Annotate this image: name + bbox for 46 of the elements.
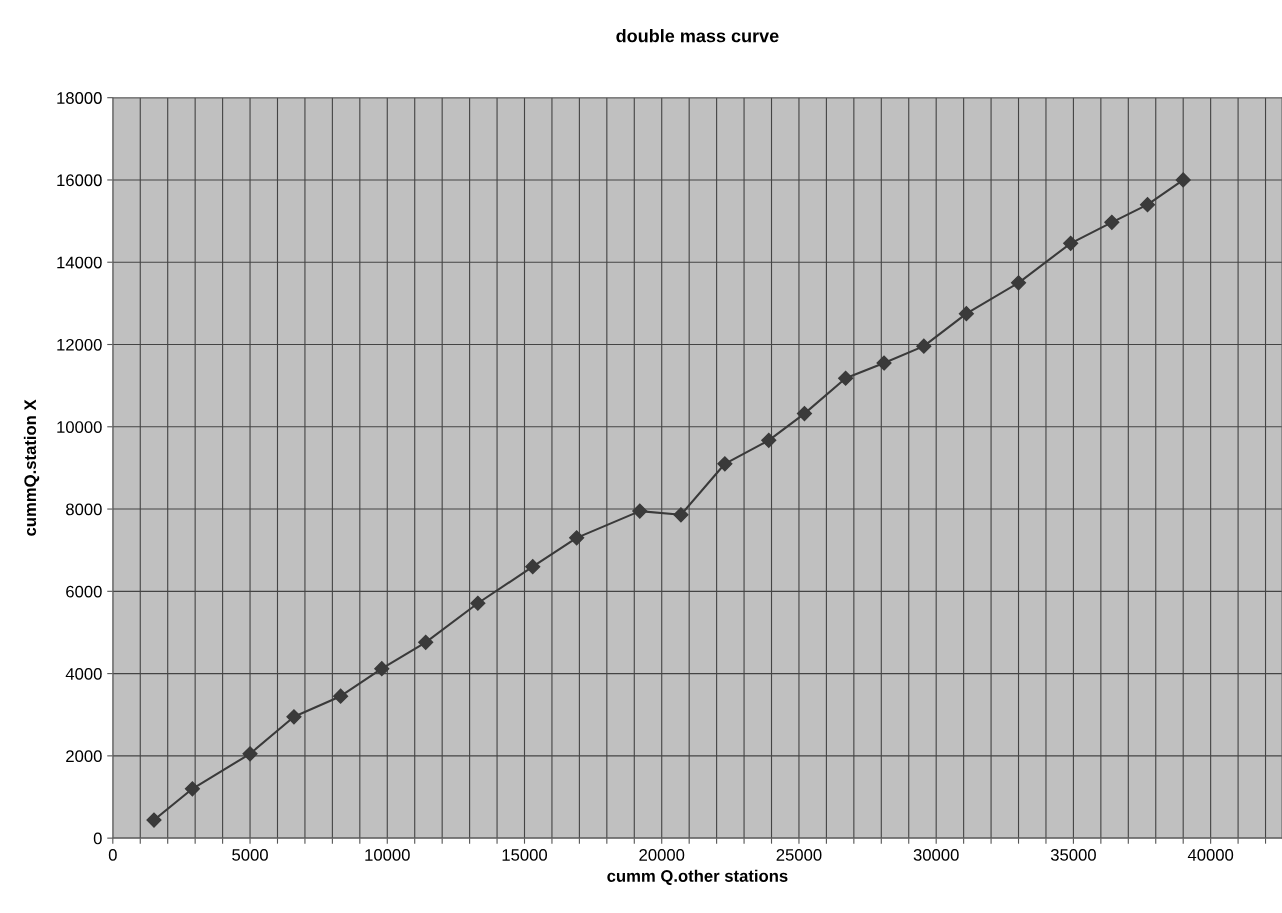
point — [333, 688, 349, 704]
y-axis-title: cummQ.station X — [23, 399, 40, 536]
y-tick-label: 6000 — [66, 585, 102, 598]
x-tick-label: 30000 — [913, 848, 959, 861]
y-tick-label: 18000 — [57, 92, 102, 104]
y-tick-label: 0 — [93, 832, 102, 845]
y-tick-label: 4000 — [65, 667, 102, 680]
x-tick-label: 0 — [108, 848, 117, 861]
x-tick-label: 15000 — [502, 848, 548, 861]
point — [761, 432, 777, 448]
y-tick-label: 14000 — [57, 256, 102, 269]
y-tick-label: 10000 — [57, 421, 102, 433]
point — [1175, 172, 1191, 188]
y-tick-label: 12000 — [57, 338, 102, 351]
x-tick-label: 10000 — [365, 848, 410, 861]
x-axis-title: cumm Q.other stations — [607, 869, 788, 885]
point — [632, 503, 648, 519]
point — [1010, 275, 1027, 291]
point — [796, 406, 813, 422]
point — [1104, 214, 1120, 230]
point — [418, 634, 434, 650]
y-tick-label: 8000 — [66, 503, 102, 516]
point — [184, 781, 200, 797]
x-tick-label: 35000 — [1050, 848, 1096, 861]
point — [470, 595, 486, 611]
point — [717, 456, 733, 472]
point — [286, 709, 302, 725]
x-tick-label: 20000 — [639, 848, 685, 861]
point — [242, 746, 258, 762]
point — [1139, 197, 1156, 213]
point — [1063, 235, 1079, 251]
point — [146, 812, 162, 828]
chart-title: double mass curve — [616, 29, 779, 43]
x-tick-label: 5000 — [232, 848, 268, 861]
x-tick-label: 25000 — [776, 848, 822, 861]
y-tick-label: 16000 — [57, 174, 102, 187]
x-tick-label: 40000 — [1187, 848, 1234, 861]
point — [673, 507, 689, 523]
point — [525, 559, 541, 575]
point — [838, 370, 854, 386]
point — [916, 338, 932, 354]
y-tick-label: 2000 — [66, 750, 102, 763]
point — [374, 661, 390, 677]
point — [876, 355, 892, 371]
point — [958, 306, 974, 322]
point — [569, 530, 585, 546]
